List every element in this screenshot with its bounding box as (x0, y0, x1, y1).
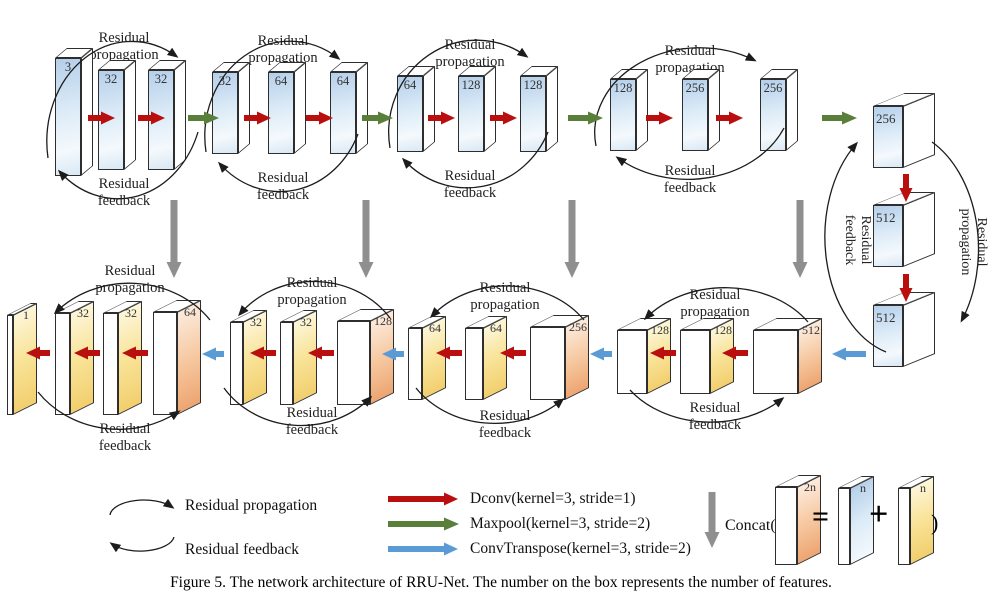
box-front-face (55, 58, 81, 176)
feature-count-label: 128 (374, 314, 392, 328)
feature-count-label: n (920, 481, 926, 495)
feature-count-label: 32 (154, 72, 168, 86)
feature-count-label: 32 (125, 306, 137, 320)
legend-convtranspose: ConvTranspose(kernel=3, stride=2) (470, 540, 691, 557)
legend-concat-input-box-decoder: n (898, 476, 934, 565)
feature-map: 32 (280, 310, 317, 405)
residual-propagation-label-vertical: Residual propagation (957, 208, 989, 276)
residual-feedback-label-vertical: Residual feedback (841, 214, 873, 266)
feature-map-cube: 256 (873, 93, 936, 168)
legend-residual-propagation-arc (109, 498, 175, 516)
residual-propagation-label: Residual propagation (95, 263, 165, 297)
feature-map: 64 (465, 316, 507, 400)
feature-map: 32 (103, 301, 142, 415)
feature-count-label: 1 (23, 308, 29, 322)
feature-map: 128 (458, 65, 496, 152)
residual-propagation-label: Residual propagation (470, 280, 540, 314)
legend-residual-propagation: Residual propagation (185, 497, 318, 514)
legend-residual-feedback: Residual feedback (185, 541, 300, 558)
plus-sign: + (869, 496, 889, 533)
residual-feedback-label: Residual feedback (256, 170, 310, 204)
feature-count-label: 32 (104, 72, 118, 86)
feature-map-output: 1 (7, 303, 37, 415)
close-paren: ) (931, 510, 939, 535)
residual-feedback-label: Residual feedback (478, 408, 532, 442)
feature-count-label: 512 (876, 210, 896, 225)
feature-count-label: 256 (876, 111, 896, 126)
residual-feedback-label: Residual feedback (688, 400, 742, 434)
feature-count-label: 32 (218, 74, 232, 88)
figure-caption: Figure 5. The network architecture of RR… (170, 574, 832, 591)
feature-map-cube: 512 (873, 292, 936, 367)
legend-residual-feedback-arc (109, 536, 175, 553)
feature-count-label: 128 (714, 323, 732, 337)
feature-count-label: 64 (336, 74, 350, 88)
feature-map-concat: 256 (530, 315, 589, 400)
feature-count-label: 512 (802, 323, 820, 337)
feature-count-label: 64 (274, 74, 288, 88)
box-side-face (81, 47, 93, 177)
feature-map: 32 (230, 310, 267, 405)
residual-feedback-label: Residual feedback (97, 176, 151, 210)
residual-feedback-label: Residual feedback (663, 163, 717, 197)
feature-map: 64 (408, 316, 446, 400)
feature-map-concat: 64 (153, 300, 201, 415)
feature-count-label: 2n (804, 480, 816, 494)
feature-count-label: 128 (651, 323, 669, 337)
feature-map: 128 (610, 68, 648, 151)
feature-count-label: 256 (569, 320, 587, 334)
residual-feedback-label: Residual feedback (443, 168, 497, 202)
feature-map: 32 (212, 61, 250, 155)
feature-count-label: 64 (184, 305, 196, 319)
equals-sign: = (812, 500, 830, 533)
feature-count-label: 64 (429, 321, 441, 335)
feature-map: 32 (55, 301, 94, 415)
feature-count-label: 64 (490, 321, 502, 335)
feature-map: 256 (760, 68, 798, 151)
feature-count-label: 32 (77, 306, 89, 320)
feature-count-label: 32 (300, 315, 312, 329)
feature-count-label: n (860, 481, 866, 495)
feature-map: 128 (520, 65, 558, 152)
feature-map: 256 (682, 68, 720, 151)
residual-feedback-label: Residual feedback (285, 405, 339, 439)
legend-maxpool: Maxpool(kernel=3, stride=2) (470, 515, 651, 532)
legend-dconv: Dconv(kernel=3, stride=1) (470, 490, 636, 507)
feature-map: 128 (617, 318, 671, 394)
feature-count-label: 64 (403, 78, 417, 92)
residual-feedback-label: Residual feedback (98, 421, 152, 455)
residual-propagation-label: Residual propagation (680, 287, 750, 321)
feature-map: 64 (268, 61, 306, 155)
feature-count-label: 128 (461, 78, 481, 92)
feature-count-label: 256 (763, 81, 783, 95)
feature-count-label: 128 (523, 78, 543, 92)
residual-propagation-label: Residual propagation (277, 275, 347, 309)
feature-map: 64 (397, 65, 435, 152)
legend-concat-output-box: 2n (775, 475, 821, 565)
feature-map-concat: 512 (753, 318, 822, 394)
feature-map-cube: 512 (873, 192, 936, 267)
legend-concat-prefix: Concat( (725, 517, 776, 534)
feature-map: 32 (98, 59, 136, 171)
feature-map: 128 (680, 318, 734, 394)
feature-count-label: 512 (876, 310, 896, 325)
feature-count-label: 3 (64, 60, 72, 74)
feature-map: 64 (330, 61, 368, 155)
feature-count-label: 32 (250, 315, 262, 329)
feature-count-label: 128 (613, 81, 633, 95)
legend-concat-input-box-encoder: n (838, 476, 874, 565)
feature-map-input: 3 (55, 47, 93, 177)
feature-map-concat: 128 (337, 309, 394, 405)
feature-map: 32 (148, 59, 186, 171)
feature-count-label: 256 (685, 81, 705, 95)
